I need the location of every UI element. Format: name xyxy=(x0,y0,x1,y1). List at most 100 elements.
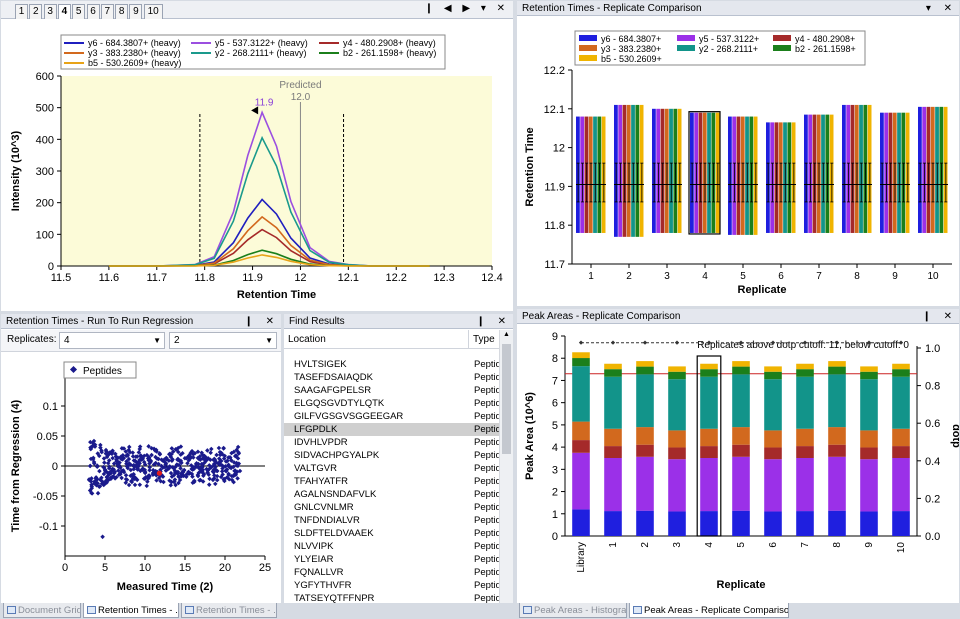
bottom-tab[interactable]: Peak Areas - Replicate Comparison xyxy=(629,603,789,618)
tab-9[interactable]: 9 xyxy=(129,4,143,19)
legend-swatch xyxy=(579,35,597,41)
replicate-b-value: 2 xyxy=(174,335,180,346)
legend-label: y5 - 537.3122+ (heavy) xyxy=(215,38,308,48)
tab-7[interactable]: 7 xyxy=(100,4,114,19)
tab-3[interactable]: 3 xyxy=(43,4,57,19)
x-tick-label: 7 xyxy=(816,271,822,282)
result-row[interactable]: GNLCVNLMR Peptide xyxy=(284,501,499,514)
x-axis-title: Replicate xyxy=(738,284,787,296)
result-type: Peptide xyxy=(474,385,499,396)
result-row[interactable]: TNFDNDIALVR Peptide xyxy=(284,514,499,527)
tab-navigation-buttons[interactable]: ❙ ◀ ▶ ▾ ✕ xyxy=(424,3,509,14)
y-axis-title: Peak Area (10^6) xyxy=(524,392,536,480)
x-tick-label: 5 xyxy=(740,271,746,282)
peak-area-segment xyxy=(732,374,750,428)
x-tick-label: 12 xyxy=(294,272,306,284)
result-row[interactable]: SLDFTELDVAAEK Peptide xyxy=(284,527,499,540)
scrollbar-thumb[interactable] xyxy=(502,344,511,454)
peptide-point xyxy=(112,469,118,475)
peptide-point xyxy=(93,476,99,481)
peptide-point xyxy=(138,468,143,474)
peptide-point xyxy=(166,451,172,457)
tab-6[interactable]: 6 xyxy=(86,4,100,19)
result-row[interactable]: SAAGAFGPELSR Peptide xyxy=(284,384,499,397)
result-location: LFGPDLK xyxy=(294,424,338,435)
replicate-b-select[interactable]: 2 ▼ xyxy=(169,332,277,349)
peptide-point xyxy=(236,451,242,456)
bottom-tab[interactable]: Document Grid xyxy=(3,603,81,618)
pane-window-buttons[interactable]: ❙ ✕ xyxy=(476,316,511,327)
dotp-marker xyxy=(642,340,648,345)
pane-window-buttons[interactable]: ▾ ✕ xyxy=(925,3,957,14)
x-axis-title: Measured Time (2) xyxy=(117,581,214,593)
replicate-a-select[interactable]: 4 ▼ xyxy=(59,332,165,349)
pane-window-buttons[interactable]: ❙ ✕ xyxy=(244,316,279,327)
bottom-tab[interactable]: Retention Times - ... xyxy=(83,603,179,618)
x-tick-label: 1 xyxy=(608,542,619,548)
result-row[interactable]: SIDVACHPGYALPK Peptide xyxy=(284,449,499,462)
tab-5[interactable]: 5 xyxy=(72,4,86,19)
y-tick-label: 200 xyxy=(36,198,54,210)
peak-area-segment xyxy=(604,511,622,536)
y-tick-label: 500 xyxy=(36,103,54,115)
column-header-type[interactable]: Type xyxy=(468,330,495,349)
vertical-scrollbar[interactable]: ▲ xyxy=(499,330,513,603)
result-row[interactable]: YGFYTHVFR Peptide xyxy=(284,579,499,592)
peak-area-segment xyxy=(732,427,750,445)
pane-title: Retention Times - Replicate Comparison xyxy=(522,3,702,14)
tab-2[interactable]: 2 xyxy=(29,4,43,19)
peak-area-segment xyxy=(796,369,814,377)
scroll-up-icon[interactable]: ▲ xyxy=(503,331,510,338)
peak-area-segment xyxy=(796,511,814,536)
legend-label: b5 - 530.2609+ (heavy) xyxy=(88,58,181,68)
peak-area-segment xyxy=(636,427,654,445)
result-row[interactable]: GILFVGSGVSGGEEGAR Peptide xyxy=(284,410,499,423)
result-location: GNLCVNLMR xyxy=(294,502,354,513)
column-header-location[interactable]: Location xyxy=(288,334,326,345)
result-row[interactable]: VALTGVR Peptide xyxy=(284,462,499,475)
result-row[interactable]: NLVVIPK Peptide xyxy=(284,540,499,553)
peptide-point xyxy=(229,450,234,456)
result-type: Peptide xyxy=(474,554,499,565)
result-row[interactable]: LFGPDLK Peptide xyxy=(284,423,499,436)
result-row[interactable]: TATSEYQTFFNPR Peptide xyxy=(284,592,499,603)
result-row[interactable]: TFAHYATFR Peptide xyxy=(284,475,499,488)
results-list: HVLTSIGEKPeptideTASEFDSAIAQDKPeptideSAAG… xyxy=(284,358,499,603)
result-row[interactable]: AGALNSNDAFVLK Peptide xyxy=(284,488,499,501)
result-row[interactable]: IDVHLVPDR Peptide xyxy=(284,436,499,449)
x-tick-label: 15 xyxy=(179,562,191,574)
peptide-point xyxy=(134,462,140,467)
result-location: SLDFTELDVAAEK xyxy=(294,528,374,539)
tab-8[interactable]: 8 xyxy=(115,4,129,19)
bottom-tab[interactable]: Peak Areas - Histogram xyxy=(519,603,627,618)
legend-swatch xyxy=(773,35,791,41)
tab-10[interactable]: 10 xyxy=(143,4,163,19)
result-row[interactable]: TASEFDSAIAQDK Peptide xyxy=(284,371,499,384)
result-row[interactable]: ELGQSGVDTYLQTK Peptide xyxy=(284,397,499,410)
result-row[interactable]: YLYEIAR Peptide xyxy=(284,553,499,566)
peak-area-segment xyxy=(700,363,718,370)
result-row[interactable]: FQNALLVR Peptide xyxy=(284,566,499,579)
peak-area-segment xyxy=(796,363,814,370)
peak-area-segment xyxy=(604,458,622,512)
peptide-point xyxy=(105,460,111,466)
tab-1[interactable]: 1 xyxy=(15,4,28,19)
result-row[interactable]: HVLTSIGEK Peptide xyxy=(284,358,499,371)
legend-label: y6 - 684.3807+ xyxy=(601,34,661,44)
peak-area-segment xyxy=(892,428,910,447)
result-type: Peptide xyxy=(474,411,499,422)
peak-area-segment xyxy=(572,440,590,453)
x-tick-label: 11.6 xyxy=(99,272,120,284)
peptide-point xyxy=(137,457,142,463)
peptide-point xyxy=(99,449,104,455)
peptide-point xyxy=(146,455,152,460)
peptide-point xyxy=(106,472,112,477)
peak-area-segment xyxy=(636,361,654,367)
y-axis-title: Time from Regression (4) xyxy=(10,399,22,532)
bottom-tabs-left: Document Grid Retention Times - ... Retent… xyxy=(1,603,513,619)
pane-window-buttons[interactable]: ❙ ✕ xyxy=(922,311,957,322)
peptide-point xyxy=(209,446,214,452)
bottom-tab[interactable]: Retention Times - ... xyxy=(181,603,277,618)
tab-4[interactable]: 4 xyxy=(57,4,71,19)
peak-area-segment xyxy=(764,371,782,380)
